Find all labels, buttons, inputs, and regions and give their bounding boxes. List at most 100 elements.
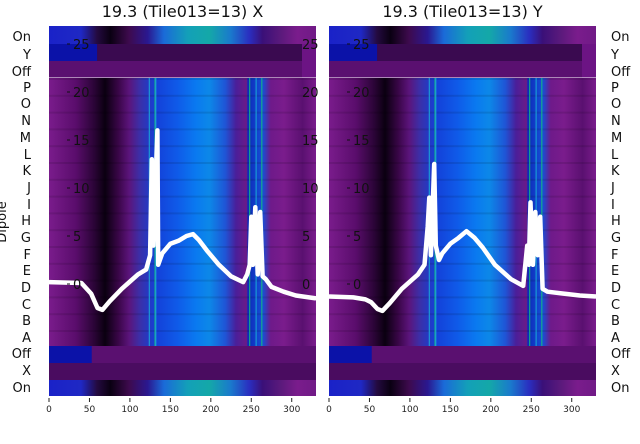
heatmap-row-y-left bbox=[49, 44, 98, 61]
series-point bbox=[108, 299, 112, 303]
series-point bbox=[527, 263, 531, 267]
series-point bbox=[248, 263, 252, 267]
series-point bbox=[429, 253, 433, 257]
y-tick-label: 15 bbox=[353, 134, 370, 149]
row-label: E bbox=[611, 264, 619, 279]
series-point bbox=[150, 157, 154, 161]
y-tick-label: 25 bbox=[353, 38, 370, 53]
series-point bbox=[269, 285, 274, 289]
series-point bbox=[388, 301, 392, 305]
y-axis-label: Dipole bbox=[0, 201, 10, 242]
chart-title: 19.3 (Tile013=13) X bbox=[102, 2, 264, 21]
x-tick-label: 0 bbox=[326, 405, 332, 415]
series-point bbox=[594, 294, 598, 299]
row-label: J bbox=[26, 181, 31, 196]
row-label: A bbox=[611, 331, 620, 346]
heatmap-stripe bbox=[329, 229, 596, 232]
series-point bbox=[533, 210, 537, 214]
series-point bbox=[245, 272, 249, 276]
heatmap-stripe bbox=[49, 178, 316, 181]
row-label: X bbox=[22, 364, 31, 379]
y-tick-label-right: 15 bbox=[302, 134, 319, 149]
row-label: On bbox=[611, 30, 629, 45]
series-line bbox=[48, 128, 317, 313]
series-point bbox=[314, 296, 318, 300]
heatmap-row-x bbox=[329, 363, 596, 380]
series-point bbox=[545, 290, 550, 294]
series-point bbox=[249, 215, 253, 219]
x-tick-label: 0 bbox=[46, 405, 52, 415]
row-label: M bbox=[20, 131, 31, 146]
y-tick-label-right: 25 bbox=[302, 38, 319, 53]
heatmap-main-block bbox=[49, 78, 316, 346]
row-label: H bbox=[611, 214, 621, 229]
heatmap-stripe bbox=[49, 128, 316, 131]
series-point bbox=[440, 251, 444, 255]
series-point bbox=[156, 263, 160, 267]
series-point bbox=[151, 244, 155, 248]
heatmap-stripe bbox=[329, 78, 596, 80]
series-point bbox=[541, 287, 545, 291]
series-point bbox=[531, 263, 535, 267]
row-label: L bbox=[24, 148, 32, 163]
row-label: I bbox=[611, 198, 615, 213]
series-point bbox=[380, 309, 384, 313]
series-point bbox=[191, 232, 195, 236]
heatmap-gap bbox=[329, 77, 596, 78]
x-tick-label: 100 bbox=[401, 405, 418, 415]
heatmap-row-off-top bbox=[329, 61, 596, 78]
x-tick-label: 250 bbox=[243, 405, 260, 415]
series-point bbox=[160, 251, 164, 255]
heatmap-row-y bbox=[49, 44, 316, 61]
series-point bbox=[241, 280, 245, 284]
heatmap-row-off-bottom-left bbox=[49, 346, 92, 363]
heatmap-stripe bbox=[329, 296, 596, 299]
series-point bbox=[148, 253, 152, 257]
heatmap-stripe bbox=[49, 145, 316, 148]
heatmap-stripe bbox=[329, 162, 596, 164]
series-point bbox=[168, 242, 172, 246]
series-point bbox=[294, 293, 298, 298]
series-point bbox=[100, 308, 104, 312]
row-label: C bbox=[22, 298, 31, 313]
row-label: J bbox=[610, 181, 615, 196]
heatmap-stripe bbox=[329, 262, 596, 265]
series-point bbox=[536, 253, 540, 257]
heatmap-row-off-bottom bbox=[329, 346, 596, 363]
heatmap-row-x bbox=[49, 363, 316, 380]
heatmap-stripe bbox=[49, 162, 316, 164]
row-label: Y bbox=[22, 48, 31, 63]
y-tick-label: 15 bbox=[73, 134, 90, 149]
row-label: E bbox=[23, 264, 31, 279]
x-tick-label: 150 bbox=[442, 405, 459, 415]
series-point bbox=[416, 272, 420, 276]
row-label: Off bbox=[12, 65, 32, 80]
series-point bbox=[229, 274, 233, 278]
series-point bbox=[144, 268, 148, 272]
y-tick-label-right: 5 bbox=[302, 230, 310, 245]
heatmap-gap bbox=[49, 77, 316, 78]
y-tick-label: 25 bbox=[73, 38, 90, 53]
series-point bbox=[217, 263, 221, 267]
x-tick-label: 150 bbox=[162, 405, 179, 415]
heatmap-row-y-left bbox=[329, 44, 378, 61]
series-point bbox=[197, 238, 201, 242]
heatmap-stripe bbox=[329, 195, 596, 198]
row-label: O bbox=[611, 97, 621, 112]
heatmap-stripe bbox=[329, 94, 596, 97]
row-label: M bbox=[611, 131, 622, 146]
x-tick-label: 50 bbox=[84, 405, 96, 415]
heatmap-stripe bbox=[49, 229, 316, 232]
y-tick-label-right: 0 bbox=[302, 278, 310, 293]
y-tick-label: 20 bbox=[73, 86, 90, 101]
series-point bbox=[282, 290, 286, 294]
series-point bbox=[184, 234, 189, 238]
heatmap-stripe bbox=[49, 94, 316, 97]
series-point bbox=[351, 295, 355, 299]
series-point bbox=[327, 294, 331, 299]
chart-title: 19.3 (Tile013=13) Y bbox=[382, 2, 543, 21]
heatmap-edge bbox=[582, 44, 596, 78]
heatmap-row-on-bottom bbox=[329, 380, 596, 396]
